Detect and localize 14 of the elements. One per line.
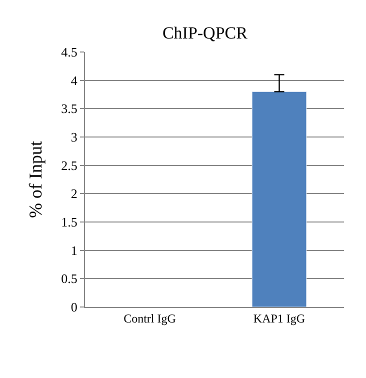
y-tick-label: 2 — [70, 186, 78, 202]
y-tick-label: 2.5 — [61, 158, 78, 173]
y-tick-label: 1 — [70, 242, 78, 258]
y-tick-label: 0.5 — [61, 271, 78, 286]
y-tick-label: 3 — [70, 130, 78, 145]
y-tick-label: 4 — [70, 72, 78, 88]
y-axis-title: % of Input — [25, 141, 46, 218]
chart-title: ChIP-QPCR — [162, 23, 248, 42]
x-tick-label: KAP1 IgG — [253, 311, 306, 326]
y-tick-label: 1.5 — [61, 214, 78, 230]
y-tick-label: 3.5 — [61, 101, 78, 116]
y-tick-label: 4.5 — [61, 44, 78, 60]
x-tick-label: Contrl IgG — [124, 311, 176, 326]
y-tick-label: 0 — [70, 300, 78, 315]
